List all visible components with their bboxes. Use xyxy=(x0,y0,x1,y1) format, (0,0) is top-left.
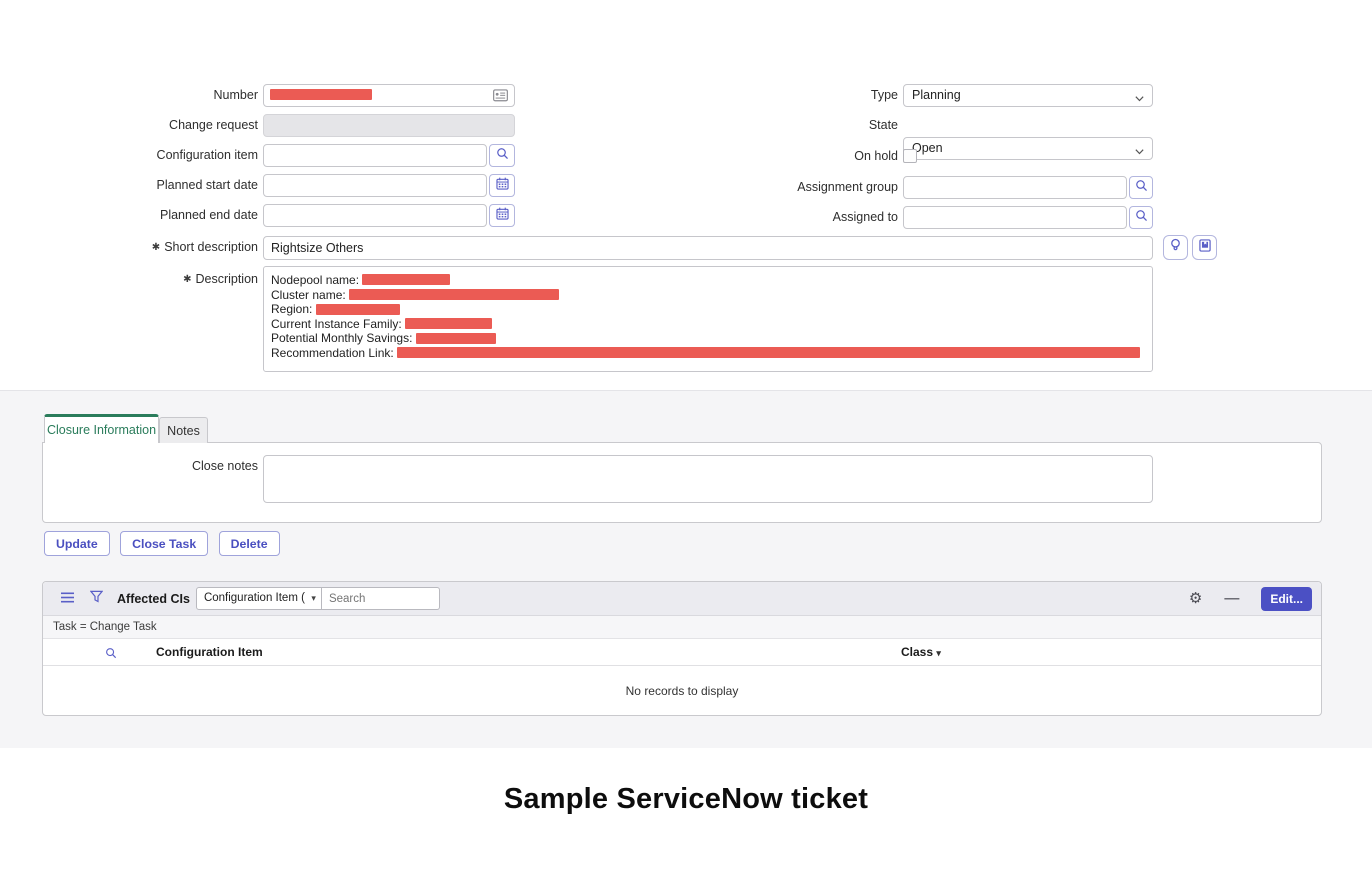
list-menu-icon[interactable] xyxy=(61,590,74,608)
description-line: Cluster name: xyxy=(271,288,1145,303)
close-notes-label: Close notes xyxy=(191,459,258,473)
image-caption: Sample ServiceNow ticket xyxy=(503,783,869,815)
short-description-input[interactable] xyxy=(263,236,1153,260)
calendar-icon xyxy=(495,207,509,225)
caret-down-icon: ▾ xyxy=(936,648,941,658)
search-icon xyxy=(1135,179,1148,197)
state-select-value: Open xyxy=(912,141,943,155)
assigned-to-field[interactable] xyxy=(903,206,1127,229)
state-select[interactable]: Open xyxy=(903,137,1153,160)
preview-record-icon[interactable] xyxy=(493,89,508,107)
close-task-button[interactable]: Close Task xyxy=(120,531,209,556)
chevron-down-icon xyxy=(1134,90,1145,111)
planned-end-date-label: Planned end date xyxy=(159,208,258,222)
update-button[interactable]: Update xyxy=(44,531,110,556)
required-marker: ✱ xyxy=(183,274,192,285)
delete-button[interactable]: Delete xyxy=(218,531,280,556)
configuration-item-field[interactable] xyxy=(263,144,487,167)
column-configuration-item[interactable]: Configuration Item xyxy=(156,645,263,659)
affected-cis-title: Affected CIs xyxy=(117,591,190,606)
assigned-to-lookup-button[interactable] xyxy=(1129,206,1153,229)
tab-closure-information[interactable]: Closure Information xyxy=(44,414,159,443)
collapse-minus-icon[interactable]: — xyxy=(1224,590,1240,607)
suggestion-button[interactable] xyxy=(1163,235,1188,260)
knowledge-book-icon xyxy=(1198,238,1211,257)
number-redaction xyxy=(270,89,372,100)
number-field[interactable] xyxy=(263,84,515,107)
planned-start-date-field[interactable] xyxy=(263,174,487,197)
knowledge-book-button[interactable] xyxy=(1192,235,1217,260)
search-field-selector[interactable]: Configuration Item ( ▾ xyxy=(195,587,322,610)
calendar-icon xyxy=(495,177,509,195)
required-marker: ✱ xyxy=(151,242,161,253)
state-label: State xyxy=(868,118,898,132)
redacted-value xyxy=(397,347,1141,359)
affected-cis-search-input[interactable] xyxy=(321,587,440,610)
affected-cis-header: Affected CIs Configuration Item ( ▾ ⚙ — … xyxy=(43,582,1321,616)
search-icon xyxy=(496,147,509,165)
search-field-selector-value: Configuration Item ( xyxy=(203,592,305,604)
redacted-value xyxy=(362,274,451,286)
short-description-label: ✱ Short description xyxy=(151,240,258,254)
tab-notes-label: Notes xyxy=(167,423,200,438)
chevron-down-icon xyxy=(1134,143,1145,164)
description-line: Nodepool name: xyxy=(271,273,1145,288)
assignment-group-lookup-button[interactable] xyxy=(1129,176,1153,199)
assigned-to-label: Assigned to xyxy=(832,210,898,224)
filter-funnel-icon[interactable] xyxy=(89,590,104,608)
assignment-group-field[interactable] xyxy=(903,176,1127,199)
tab-closure-information-label: Closure Information xyxy=(46,423,157,437)
affected-cis-widget: Affected CIs Configuration Item ( ▾ ⚙ — … xyxy=(42,581,1322,716)
edit-button[interactable]: Edit... xyxy=(1261,586,1312,611)
description-label: ✱ Description xyxy=(183,272,258,286)
planned-start-date-calendar-button[interactable] xyxy=(489,174,515,197)
on-hold-label: On hold xyxy=(854,149,898,163)
list-column-header-row: Configuration Item Class ▾ xyxy=(43,639,1321,666)
planned-start-date-label: Planned start date xyxy=(156,178,258,192)
planned-end-date-field[interactable] xyxy=(263,204,487,227)
redacted-value xyxy=(415,332,496,344)
description-line: Recommendation Link: xyxy=(271,346,1145,361)
configuration-item-label: Configuration item xyxy=(156,148,258,162)
assignment-group-label: Assignment group xyxy=(797,180,898,194)
type-select-value: Planning xyxy=(912,88,961,102)
description-field[interactable]: Nodepool name: Cluster name: Region: Cur… xyxy=(263,266,1153,372)
tab-notes[interactable]: Notes xyxy=(159,417,208,443)
empty-list-message: No records to display xyxy=(625,684,739,698)
list-filter-breadcrumb[interactable]: Task = Change Task xyxy=(43,616,1321,639)
column-class[interactable]: Class ▾ xyxy=(901,645,941,659)
redacted-value xyxy=(349,288,560,300)
search-icon xyxy=(1135,209,1148,227)
description-line: Region: xyxy=(271,302,1145,317)
type-label: Type xyxy=(870,88,898,102)
close-notes-textarea[interactable] xyxy=(263,455,1153,503)
planned-end-date-calendar-button[interactable] xyxy=(489,204,515,227)
lightbulb-icon xyxy=(1169,238,1182,257)
description-line: Potential Monthly Savings: xyxy=(271,331,1145,346)
caret-down-icon: ▾ xyxy=(311,593,316,603)
type-select[interactable]: Planning xyxy=(903,84,1153,107)
change-request-label: Change request xyxy=(169,118,258,132)
redacted-value xyxy=(405,318,493,330)
redacted-value xyxy=(315,303,400,315)
description-line: Current Instance Family: xyxy=(271,317,1145,332)
change-request-field xyxy=(263,114,515,137)
column-search-icon[interactable] xyxy=(105,646,117,664)
number-label: Number xyxy=(213,88,258,102)
configuration-item-lookup-button[interactable] xyxy=(489,144,515,167)
on-hold-checkbox[interactable] xyxy=(903,149,917,163)
gear-icon[interactable]: ⚙ xyxy=(1188,590,1203,607)
